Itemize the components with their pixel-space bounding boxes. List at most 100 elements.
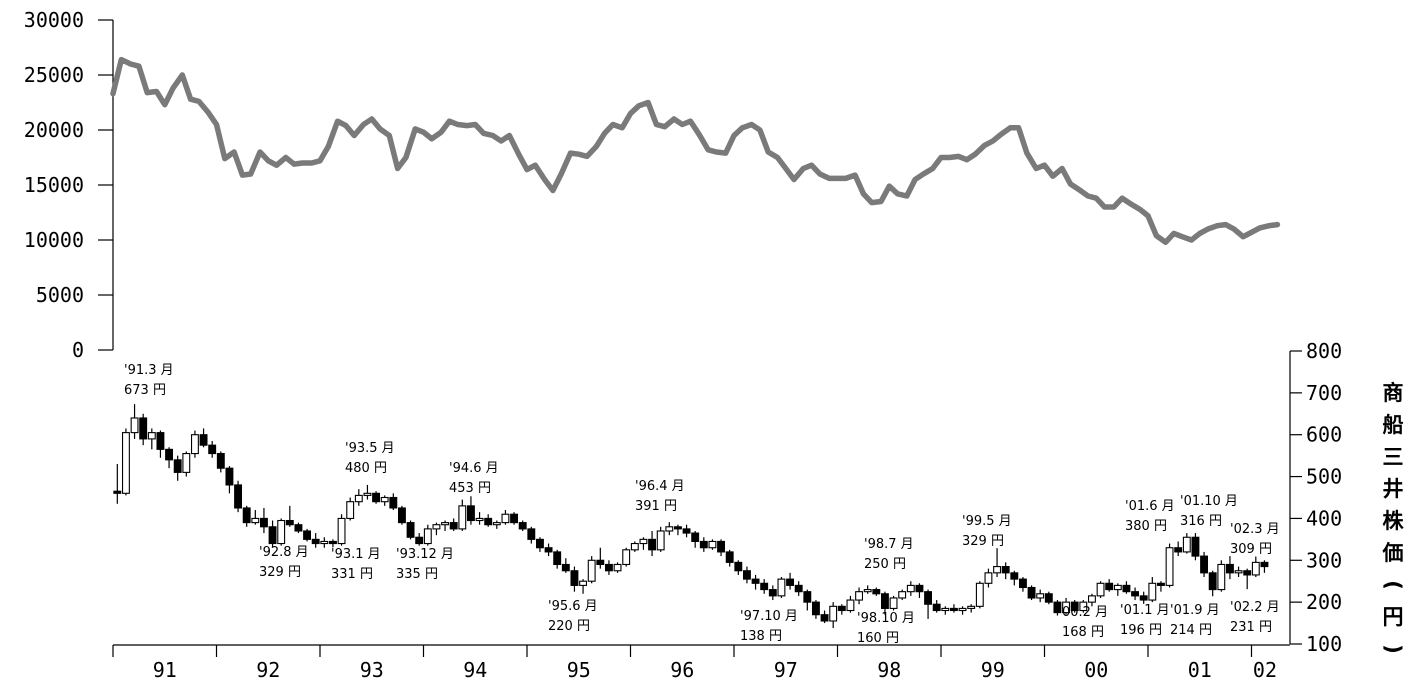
candle xyxy=(449,518,458,531)
candle-body-down xyxy=(786,578,795,586)
candle-body-up xyxy=(1234,570,1243,574)
candle xyxy=(639,537,648,550)
candle xyxy=(1217,560,1226,592)
candle-body-down xyxy=(673,526,682,530)
candle-body-down xyxy=(924,591,933,605)
candle-body-up xyxy=(1087,595,1096,603)
candle xyxy=(794,581,803,596)
candle xyxy=(604,560,613,575)
candle-body-up xyxy=(1251,561,1260,576)
candle xyxy=(165,447,174,469)
candle xyxy=(113,464,122,504)
candle-body-down xyxy=(1053,601,1062,614)
price-annotation: '93.5 月 480 円 xyxy=(345,441,395,476)
candle xyxy=(1062,597,1071,615)
candle-body-down xyxy=(208,444,217,455)
candle-body-up xyxy=(975,582,984,607)
candle-body-down xyxy=(311,538,320,545)
candle-body-down xyxy=(268,526,277,545)
candle-body-up xyxy=(984,572,993,584)
candle xyxy=(535,537,544,552)
price-annotation: '98.7 月 250 円 xyxy=(864,537,914,572)
axis-title-char: 商 xyxy=(1383,381,1404,405)
candle-body-down xyxy=(553,551,562,566)
annotation-month: '01.10 月 xyxy=(1180,494,1238,509)
candle xyxy=(993,548,1002,578)
candle-body-down xyxy=(760,582,769,591)
candle-body-up xyxy=(458,505,467,530)
candle xyxy=(751,574,760,590)
candle-body-up xyxy=(708,540,717,549)
candle xyxy=(415,533,424,546)
candle-body-down xyxy=(648,538,657,551)
candle-body-down xyxy=(932,603,941,612)
candle xyxy=(432,522,441,536)
stock-tick-label: 300 xyxy=(1306,548,1342,572)
candle-body-down xyxy=(1131,591,1140,597)
candle-body-down xyxy=(717,540,726,553)
candle xyxy=(691,530,700,548)
candle xyxy=(975,581,984,609)
candle-body-down xyxy=(691,532,700,542)
annotation-month: '97.10 月 xyxy=(740,609,798,624)
candle-body-up xyxy=(639,538,648,545)
candle xyxy=(147,428,156,450)
axis-title-char: 井 xyxy=(1383,477,1404,501)
candle xyxy=(1105,579,1114,592)
candle xyxy=(760,579,769,594)
candle xyxy=(139,413,148,446)
axis-title-char: 株 xyxy=(1383,509,1405,533)
candle xyxy=(1010,570,1019,586)
annotation-month: '02.2 月 xyxy=(1230,600,1280,615)
candle xyxy=(1251,556,1260,578)
candle xyxy=(294,522,303,534)
candle xyxy=(268,520,277,548)
candle-body-up xyxy=(1148,582,1157,601)
x-tick-label: 94 xyxy=(463,658,487,682)
axis-title-char: ) xyxy=(1381,644,1405,654)
candle-body-up xyxy=(777,578,786,597)
candle xyxy=(1174,541,1183,557)
candle xyxy=(346,497,355,521)
candle xyxy=(880,591,889,615)
candle xyxy=(492,520,501,529)
annotation-price: 673 円 xyxy=(124,383,166,398)
candle xyxy=(1053,600,1062,616)
axis-title-char: 三 xyxy=(1383,445,1404,469)
annotation-price: 391 円 xyxy=(635,499,677,514)
nikkei-tick-label: 15000 xyxy=(24,173,84,197)
price-annotation: '91.3 月 673 円 xyxy=(124,363,174,398)
candle-body-down xyxy=(1156,582,1165,586)
price-annotation: '01.6 月 380 円 xyxy=(1125,499,1175,534)
candle xyxy=(717,539,726,557)
candle-body-down xyxy=(1044,593,1053,603)
candle-body-up xyxy=(354,494,363,503)
candle-body-down xyxy=(484,517,493,526)
candle xyxy=(906,581,915,596)
stock-tick-label: 600 xyxy=(1306,423,1342,447)
candle-body-up xyxy=(855,591,864,601)
candle xyxy=(734,560,743,575)
candle-body-down xyxy=(165,448,174,461)
candle xyxy=(699,537,708,552)
candle-body-up xyxy=(863,589,872,593)
candle-body-down xyxy=(1174,547,1183,553)
candle-body-down xyxy=(596,559,605,566)
candle xyxy=(190,430,199,458)
candle-body-down xyxy=(372,492,381,503)
annotation-price: 453 円 xyxy=(449,481,491,496)
x-tick-label: 00 xyxy=(1084,658,1108,682)
candle-body-down xyxy=(303,530,312,540)
annotation-price: 309 円 xyxy=(1230,542,1272,557)
candle-body-down xyxy=(466,505,475,522)
candle-body-down xyxy=(294,524,303,532)
annotation-price: 331 円 xyxy=(331,567,373,582)
annotation-month: '98.10 月 xyxy=(857,611,915,626)
price-annotation: '96.4 月 391 円 xyxy=(635,479,685,514)
candle-body-down xyxy=(449,522,458,530)
candle-body-up xyxy=(432,524,441,530)
candle-body-up xyxy=(423,528,432,545)
annotation-price: 480 円 xyxy=(345,461,387,476)
candle-body-up xyxy=(501,513,510,524)
candle xyxy=(958,606,967,615)
